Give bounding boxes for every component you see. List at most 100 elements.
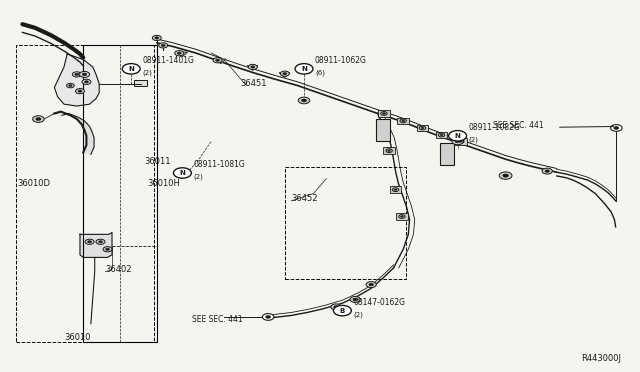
Bar [376, 119, 390, 141]
Circle shape [36, 118, 41, 121]
Circle shape [82, 73, 87, 76]
Text: (2): (2) [142, 70, 152, 76]
Polygon shape [80, 232, 112, 257]
Circle shape [88, 241, 92, 243]
Circle shape [614, 126, 619, 129]
Circle shape [458, 140, 464, 143]
Polygon shape [177, 52, 188, 57]
Circle shape [386, 149, 392, 153]
Bar [390, 186, 401, 193]
Text: 08911-1062G: 08911-1062G [315, 56, 367, 65]
Circle shape [152, 35, 161, 41]
Circle shape [177, 52, 181, 54]
Polygon shape [280, 73, 290, 77]
Bar [396, 213, 408, 220]
Polygon shape [248, 66, 258, 70]
Circle shape [75, 73, 79, 76]
Circle shape [366, 282, 376, 288]
Text: (6): (6) [315, 70, 325, 76]
Circle shape [383, 113, 385, 114]
Text: B: B [340, 308, 345, 314]
Circle shape [248, 64, 257, 70]
Circle shape [72, 72, 81, 77]
Polygon shape [54, 54, 99, 106]
Circle shape [106, 248, 109, 250]
Circle shape [33, 116, 44, 122]
Circle shape [155, 37, 159, 39]
Circle shape [350, 296, 360, 302]
Circle shape [262, 314, 274, 320]
Polygon shape [216, 59, 226, 64]
Circle shape [280, 71, 289, 76]
Circle shape [369, 283, 374, 286]
Polygon shape [54, 112, 94, 154]
Circle shape [455, 140, 460, 143]
Circle shape [542, 168, 552, 174]
Text: SEE SEC. 441: SEE SEC. 441 [192, 315, 243, 324]
Bar [16, 45, 154, 342]
Text: 08911-1401G: 08911-1401G [142, 56, 194, 65]
Text: 36010D: 36010D [17, 179, 51, 188]
Circle shape [388, 150, 390, 151]
Text: (2): (2) [468, 137, 478, 143]
Circle shape [161, 44, 165, 46]
Text: 08911-1081G: 08911-1081G [193, 160, 245, 169]
Circle shape [99, 241, 102, 243]
Circle shape [394, 189, 397, 190]
Circle shape [173, 168, 191, 178]
Circle shape [67, 83, 74, 88]
Bar [83, 45, 157, 342]
Circle shape [399, 215, 405, 218]
Circle shape [301, 99, 307, 102]
Circle shape [175, 51, 184, 56]
Circle shape [460, 141, 462, 142]
Bar [397, 118, 409, 124]
Text: 36402: 36402 [106, 264, 132, 273]
Text: R443000J: R443000J [581, 354, 621, 363]
Circle shape [402, 120, 404, 122]
Text: 36010: 36010 [64, 333, 90, 342]
Circle shape [545, 170, 550, 173]
Bar [436, 132, 447, 138]
Bar [134, 80, 147, 86]
Text: 36452: 36452 [291, 194, 317, 203]
Circle shape [421, 127, 424, 129]
Bar [440, 143, 454, 165]
Circle shape [298, 97, 310, 104]
Circle shape [283, 73, 287, 75]
Circle shape [82, 79, 91, 84]
Bar [417, 125, 428, 131]
Circle shape [295, 64, 313, 74]
Circle shape [213, 58, 222, 63]
Text: 08911-1082G: 08911-1082G [468, 123, 520, 132]
Circle shape [419, 126, 426, 130]
Text: (2): (2) [353, 311, 363, 318]
Circle shape [85, 239, 94, 244]
Circle shape [503, 174, 509, 177]
Circle shape [353, 298, 358, 301]
Circle shape [452, 138, 463, 145]
Text: (2): (2) [193, 174, 203, 180]
Text: N: N [301, 66, 307, 72]
Circle shape [266, 315, 271, 318]
Circle shape [216, 59, 220, 61]
Circle shape [611, 125, 622, 131]
Circle shape [251, 66, 255, 68]
Text: N: N [128, 66, 134, 72]
Bar [285, 167, 406, 279]
Circle shape [68, 84, 72, 87]
Bar [383, 147, 395, 154]
Bar [455, 138, 467, 145]
Circle shape [449, 131, 467, 141]
Text: 36451: 36451 [240, 78, 266, 87]
Circle shape [440, 134, 443, 136]
Circle shape [381, 112, 387, 115]
Circle shape [84, 81, 88, 83]
Circle shape [333, 305, 351, 316]
Circle shape [96, 239, 105, 244]
Circle shape [333, 305, 339, 308]
Text: N: N [179, 170, 186, 176]
Circle shape [331, 304, 341, 310]
Circle shape [401, 216, 403, 217]
Text: 08147-0162G: 08147-0162G [353, 298, 405, 307]
